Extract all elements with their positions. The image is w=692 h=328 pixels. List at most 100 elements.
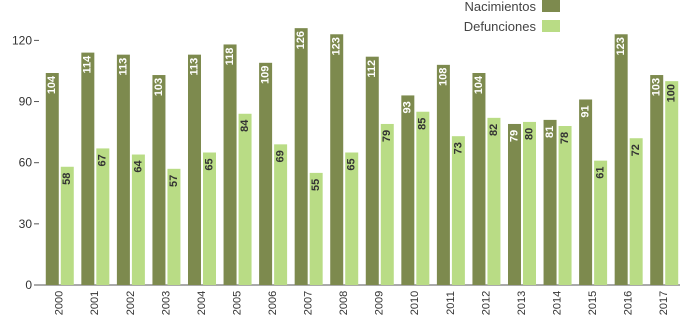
data-label-defunciones-2006: 69: [275, 150, 287, 162]
bar-defunciones-2007: [309, 172, 323, 285]
x-tick-label: 2011: [445, 291, 457, 315]
data-label-defunciones-2003: 57: [168, 175, 180, 187]
bar-nacimientos-2012: [472, 73, 486, 285]
data-label-defunciones-2007: 55: [310, 179, 322, 191]
bar-nacimientos-2000: [45, 73, 59, 285]
x-tick-label: 2000: [54, 291, 66, 315]
bar-nacimientos-2004: [188, 54, 201, 286]
y-tick-label: 60: [19, 156, 33, 170]
bar-defunciones-2011: [451, 136, 465, 285]
data-label-nacimientos-2007: 126: [295, 31, 307, 49]
data-label-defunciones-2013: 80: [523, 128, 535, 140]
bar-nacimientos-2010: [401, 95, 415, 285]
bar-defunciones-2010: [416, 111, 430, 285]
data-label-defunciones-2000: 58: [61, 173, 73, 185]
legend-label-defunciones: Defunciones: [463, 18, 536, 34]
bar-nacimientos-2005: [223, 44, 237, 285]
data-label-nacimientos-2004: 113: [188, 58, 200, 76]
bar-defunciones-2014: [558, 126, 572, 285]
x-tick-label: 2005: [231, 291, 243, 315]
y-tick-label: 30: [19, 217, 33, 231]
data-label-defunciones-2015: 61: [595, 167, 607, 179]
bars-group: 104 58 114 67 113 64 103 57 113 65 118 84 109 69 126 55…: [45, 28, 679, 286]
x-tick-label: 2001: [89, 291, 101, 315]
bar-nacimientos-2017: [650, 75, 664, 286]
x-tick-label: 2016: [623, 291, 635, 315]
data-label-nacimientos-2000: 104: [46, 75, 58, 94]
legend-swatch-defunciones: [542, 20, 560, 32]
data-label-nacimientos-2012: 104: [473, 75, 485, 94]
data-label-nacimientos-2008: 123: [331, 37, 343, 55]
data-label-nacimientos-2014: 81: [544, 126, 556, 138]
x-tick-label: 2006: [267, 291, 279, 315]
legend-swatch-nacimientos: [542, 0, 560, 12]
bar-nacimientos-2011: [436, 64, 450, 285]
y-tick-label: 120: [12, 33, 32, 47]
data-label-defunciones-2001: 67: [97, 154, 109, 166]
legend: Nacimientos Defunciones: [430, 0, 560, 36]
data-label-defunciones-2014: 78: [559, 132, 571, 144]
data-label-nacimientos-2001: 114: [82, 55, 94, 74]
bar-nacimientos-2015: [579, 99, 593, 285]
data-label-nacimientos-2015: 91: [580, 105, 592, 117]
bar-defunciones-2016: [629, 138, 643, 285]
bar-nacimientos-2016: [614, 34, 628, 286]
x-tick-label: 2003: [160, 291, 172, 315]
x-tick-label: 2002: [125, 291, 137, 315]
bar-defunciones-2008: [345, 152, 359, 285]
bar-nacimientos-2006: [259, 62, 273, 285]
bar-defunciones-2002: [131, 154, 145, 285]
data-label-nacimientos-2010: 93: [402, 101, 414, 113]
x-tick-label: 2013: [516, 291, 528, 315]
data-label-nacimientos-2002: 113: [117, 58, 129, 76]
bar-defunciones-2001: [96, 148, 110, 285]
x-tick-label: 2012: [480, 291, 492, 315]
x-tick-label: 2014: [551, 291, 563, 315]
x-tick-label: 2015: [587, 291, 599, 315]
legend-item-defunciones: Defunciones: [430, 16, 560, 36]
x-tick-label: 2008: [338, 291, 350, 315]
y-axis: 0 30 60 90 120: [12, 33, 680, 292]
y-tick-label: 90: [19, 95, 33, 109]
bar-defunciones-2017: [665, 81, 679, 286]
x-tick-label: 2010: [409, 291, 421, 315]
data-label-defunciones-2004: 65: [203, 158, 215, 170]
data-label-nacimientos-2009: 112: [366, 60, 378, 78]
data-label-nacimientos-2006: 109: [260, 66, 272, 84]
data-label-defunciones-2017: 100: [666, 84, 678, 102]
data-label-defunciones-2012: 82: [488, 124, 500, 136]
bar-defunciones-2013: [523, 121, 536, 285]
bar-defunciones-2004: [203, 152, 216, 285]
data-label-defunciones-2002: 64: [132, 160, 144, 173]
bar-nacimientos-2009: [365, 56, 379, 285]
data-label-defunciones-2016: 72: [630, 144, 642, 156]
bar-defunciones-2015: [594, 160, 608, 285]
data-label-nacimientos-2005: 118: [224, 48, 236, 66]
x-tick-label: 2004: [196, 291, 208, 315]
x-axis: 2000 2001 2002 2003 2004 2005 2006 2007 2008 2009…: [54, 291, 670, 315]
x-tick-label: 2009: [374, 291, 386, 315]
data-label-defunciones-2005: 84: [239, 119, 251, 132]
bar-defunciones-2003: [167, 168, 181, 285]
bar-defunciones-2012: [487, 117, 501, 285]
bar-defunciones-2000: [60, 166, 74, 285]
data-label-nacimientos-2011: 108: [437, 68, 449, 86]
x-tick-label: 2017: [658, 291, 670, 315]
x-tick-label: 2007: [303, 291, 315, 315]
data-label-defunciones-2008: 65: [346, 158, 358, 170]
bar-nacimientos-2007: [294, 28, 308, 286]
data-label-nacimientos-2003: 103: [153, 78, 165, 96]
data-label-nacimientos-2016: 123: [615, 37, 627, 55]
legend-label-nacimientos: Nacimientos: [464, 0, 536, 14]
data-label-nacimientos-2013: 79: [508, 130, 520, 142]
y-tick-label: 0: [25, 278, 32, 292]
bar-nacimientos-2003: [152, 75, 166, 286]
bar-defunciones-2009: [380, 123, 394, 285]
data-label-defunciones-2009: 79: [381, 130, 393, 142]
bar-nacimientos-2013: [508, 123, 521, 285]
bar-nacimientos-2014: [543, 119, 557, 285]
bar-defunciones-2005: [238, 113, 252, 286]
bar-defunciones-2006: [274, 144, 288, 285]
legend-item-nacimientos: Nacimientos: [430, 0, 560, 16]
